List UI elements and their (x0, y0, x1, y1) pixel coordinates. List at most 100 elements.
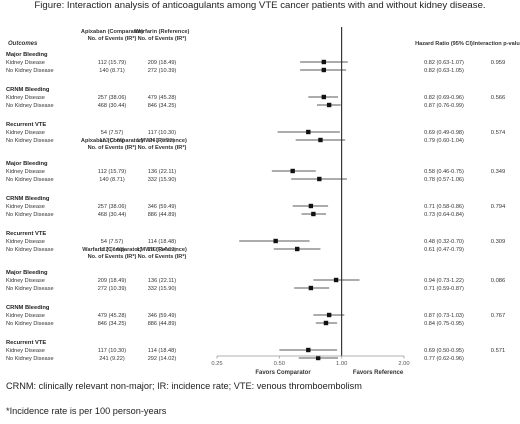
subgroup-label: Kidney Disease (6, 130, 45, 136)
subgroup-label: Kidney Disease (6, 239, 45, 245)
subgroup-label: No Kidney Disease (6, 68, 54, 74)
subgroup-label: Kidney Disease (6, 95, 45, 101)
hr-point (317, 176, 322, 182)
reference-header: Warfarin (Reference) (135, 29, 190, 35)
outcome-label: Major Bleeding (6, 161, 48, 167)
interaction-p-value: 0.566 (491, 95, 506, 101)
reference-events: 886 (44.89) (148, 321, 177, 327)
hr-point (308, 203, 314, 209)
subgroup-label: No Kidney Disease (6, 177, 54, 183)
reference-events: 292 (14.02) (148, 247, 177, 253)
hr-point (308, 285, 314, 291)
comparator-events: 140 (8.71) (99, 68, 125, 74)
comparator-events: 479 (45.28) (98, 313, 127, 319)
footnote-incidence-rate: *Incidence rate is per 100 person-years (6, 406, 167, 416)
hr-point (326, 312, 332, 318)
forest-plot: Outcomes Hazard Ratio (95% CI) Interaction… (6, 27, 520, 376)
hazard-ratio-text: 0.77 (0.62-0.96) (424, 356, 464, 362)
hazard-ratio-text: 0.78 (0.57-1.06) (424, 177, 464, 183)
hr-point (290, 168, 295, 174)
comparator-events: 122 (7.60) (99, 247, 125, 253)
x-tick-label: 0.50 (274, 361, 285, 367)
hazard-ratio-text: 0.94 (0.73-1.22) (424, 278, 464, 284)
figure-title: Figure: Interaction analysis of anticoag… (34, 0, 486, 11)
reference-events: 332 (15.90) (148, 177, 177, 183)
subgroup-label: Kidney Disease (6, 60, 45, 66)
reference-events: 209 (18.49) (148, 60, 177, 66)
comparator-events: 257 (38.06) (98, 95, 127, 101)
comparator-events: 272 (10.39) (98, 286, 127, 292)
x-tick-label: 0.25 (211, 361, 222, 367)
comparator-header: Warfarin (Comparator) (82, 247, 142, 253)
outcome-label: Major Bleeding (6, 52, 48, 58)
comparator-events: 112 (15.79) (98, 60, 126, 66)
hr-point (321, 94, 327, 100)
favors-comparator-label: Favors Comparator (255, 370, 311, 376)
subgroup-label: No Kidney Disease (6, 286, 54, 292)
comparator-header: Apixaban (Comparator) (81, 29, 143, 35)
hazard-ratio-text: 0.87 (0.76-0.99) (424, 103, 464, 109)
outcome-label: Recurrent VTE (6, 122, 46, 128)
interaction-p-value: 0.309 (491, 239, 506, 245)
hazard-ratio-text: 0.61 (0.47-0.79) (424, 247, 464, 253)
hr-point (318, 137, 323, 143)
outcomes-label: Outcomes (8, 41, 38, 47)
reference-header: LMWH (Reference) (137, 247, 187, 253)
hazard-ratio-text: 0.69 (0.49-0.98) (424, 130, 464, 136)
reference-events: 292 (14.02) (148, 356, 177, 362)
reference-events: 136 (22.11) (148, 278, 176, 284)
interaction-p-header: Interaction p-value (473, 41, 520, 47)
comparator-events: 54 (7.57) (101, 239, 124, 245)
reference-subheader: No. of Events (IR*) (138, 145, 187, 151)
hr-point (321, 59, 327, 65)
reference-events: 114 (18.48) (148, 348, 176, 354)
comparator-events: 117 (10.30) (98, 348, 126, 354)
hr-point (333, 277, 339, 283)
hazard-ratio-text: 0.82 (0.69-0.96) (424, 95, 464, 101)
hr-point (323, 320, 329, 326)
interaction-p-value: 0.086 (491, 278, 506, 284)
hazard-ratio-text: 0.84 (0.75-0.95) (424, 321, 464, 327)
comparator-events: 846 (34.25) (98, 321, 127, 327)
reference-events: 272 (10.39) (148, 68, 177, 74)
subgroup-label: No Kidney Disease (6, 212, 54, 218)
comparator-events: 140 (8.71) (99, 177, 125, 183)
interaction-p-value: 0.794 (491, 204, 506, 210)
comparator-subheader: No. of Events (IR*) (88, 145, 137, 151)
reference-events: 846 (34.25) (148, 103, 177, 109)
reference-events: 332 (15.90) (148, 286, 177, 292)
comparator-events: 112 (15.79) (98, 169, 126, 175)
outcome-label: Recurrent VTE (6, 231, 46, 237)
subgroup-label: Kidney Disease (6, 348, 45, 354)
interaction-p-value: 0.571 (491, 348, 506, 354)
comparator-subheader: No. of Events (IR*) (88, 254, 137, 260)
interaction-p-value: 0.574 (491, 130, 506, 136)
hazard-ratio-text: 0.82 (0.63-1.07) (424, 60, 464, 66)
footnote-abbreviations: CRNM: clinically relevant non-major; IR:… (6, 381, 362, 391)
hazard-ratio-text: 0.58 (0.46-0.75) (424, 169, 464, 175)
subgroup-label: Kidney Disease (6, 313, 45, 319)
hazard-ratio-text: 0.71 (0.58-0.86) (424, 204, 464, 210)
interaction-p-value: 0.767 (491, 313, 506, 319)
hazard-ratio-text: 0.48 (0.32-0.70) (424, 239, 464, 245)
comparator-events: 209 (18.49) (98, 278, 127, 284)
hr-point (306, 129, 311, 135)
comparator-events: 468 (30.44) (98, 103, 127, 109)
comparator-events: 241 (9.22) (99, 356, 125, 362)
hr-point (326, 102, 332, 108)
outcome-label: Major Bleeding (6, 270, 48, 276)
reference-events: 886 (44.89) (148, 212, 177, 218)
subgroup-label: No Kidney Disease (6, 138, 54, 144)
hr-header: Hazard Ratio (95% CI) (415, 41, 473, 47)
reference-events: 241 (9.22) (149, 138, 175, 144)
hr-point (321, 67, 327, 73)
comparator-events: 468 (30.44) (98, 212, 127, 218)
hazard-ratio-text: 0.69 (0.50-0.95) (424, 348, 464, 354)
favors-reference-label: Favors Reference (353, 370, 404, 376)
x-tick-label: 1.00 (336, 361, 347, 367)
subgroup-label: Kidney Disease (6, 278, 45, 284)
reference-events: 346 (59.49) (148, 313, 177, 319)
subgroup-label: No Kidney Disease (6, 247, 54, 253)
hr-point (311, 211, 316, 217)
hazard-ratio-text: 0.87 (0.73-1.03) (424, 313, 464, 319)
